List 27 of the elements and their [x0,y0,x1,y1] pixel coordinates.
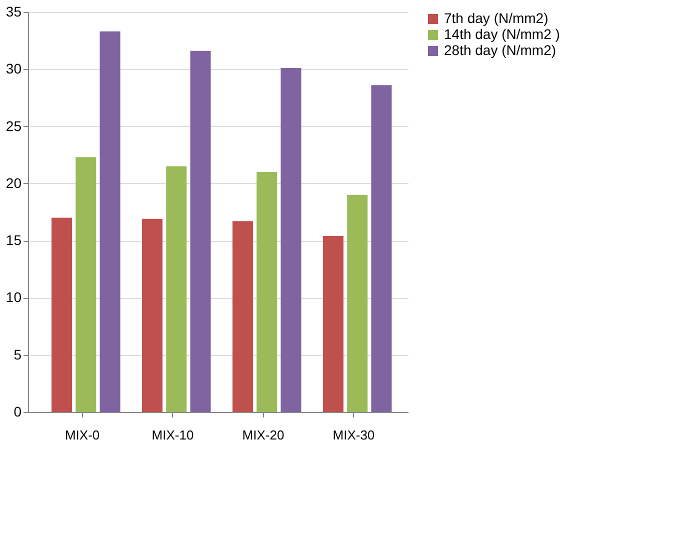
bar [280,68,302,412]
y-tick-label: 20 [6,174,22,191]
bar [52,218,72,412]
bar [190,50,211,412]
x-tick-label: MIX-10 [152,428,194,442]
bar [256,172,278,412]
legend-label: 28th day (N/mm2) [444,42,556,58]
y-tick-label: 0 [14,404,22,420]
bar [371,85,392,412]
x-tick-label: MIX-0 [64,428,100,442]
y-tick-label: 35 [6,4,22,20]
bar [76,157,96,412]
bar [322,236,344,412]
x-tick-label: MIX-20 [242,428,284,442]
legend-label: 7th day (N/mm2) [444,10,548,26]
bar [100,31,120,412]
y-tick-label: 30 [6,60,22,77]
y-tick-label: 25 [6,118,22,134]
bar [232,221,253,412]
x-tick-label: MIX-30 [332,428,375,442]
bar [142,218,163,412]
legend-label: 14th day (N/mm2 ) [444,26,560,42]
bar [347,194,368,412]
y-tick-label: 10 [6,289,22,306]
bar [166,166,187,412]
y-tick-label: 5 [14,346,22,362]
y-tick-label: 15 [6,232,22,248]
